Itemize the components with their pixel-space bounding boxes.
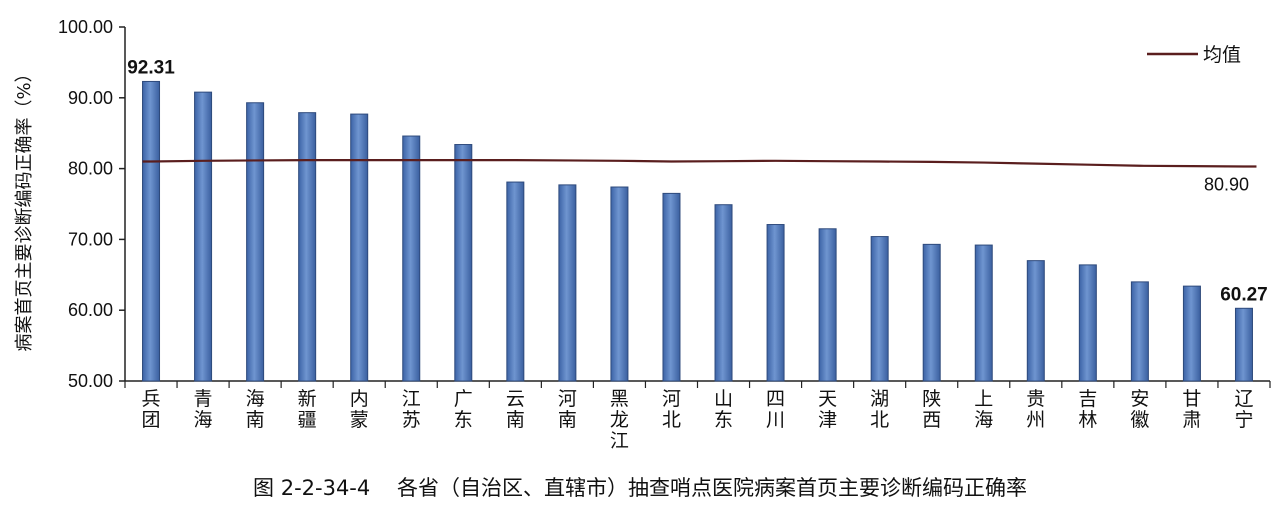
x-tick-label: 广 (454, 388, 473, 410)
x-tick-label: 四 (766, 388, 785, 410)
bar-河南 (558, 184, 577, 382)
x-tick-label: 河 (662, 388, 681, 410)
x-tick-label: 内 (350, 388, 369, 410)
y-tick-label: 90.00 (68, 88, 113, 108)
x-tick-label: 山 (714, 388, 733, 410)
y-tick-label: 70.00 (68, 229, 113, 249)
x-tick-label: 肃 (1182, 409, 1201, 431)
x-tick-label: 团 (142, 409, 161, 431)
bar-四川 (766, 224, 785, 382)
x-tick-label: 安 (1130, 388, 1149, 410)
bar-天津 (818, 228, 837, 382)
x-tick-label: 新 (298, 388, 317, 410)
mean-line-label: 80.90 (1204, 174, 1249, 194)
x-tick-label: 北 (870, 409, 889, 431)
mean-line (142, 159, 1257, 168)
bar-河北 (662, 192, 681, 382)
data-labels: 92.31 60.27 (127, 57, 1268, 305)
x-tick-label: 南 (506, 409, 525, 431)
bar-云南 (506, 181, 525, 382)
bar-吉林 (1078, 264, 1097, 382)
data-label: 92.31 (127, 57, 175, 78)
x-tick-label: 兵 (142, 388, 161, 410)
figure-number: 图 2-2-34-4 (253, 476, 371, 500)
x-tick-label: 苏 (402, 409, 421, 431)
x-tick-label: 海 (194, 409, 213, 431)
figure-caption: 图 2-2-34-4 各省（自治区、直辖市）抽查哨点医院病案首页主要诊断编码正确… (0, 472, 1280, 502)
x-tick-label: 南 (558, 409, 577, 431)
x-tick-label: 川 (766, 409, 785, 431)
bar-湖北 (870, 236, 889, 382)
x-tick-label: 海 (974, 409, 993, 431)
legend: 均值 (1147, 44, 1241, 66)
bar-上海 (974, 244, 993, 382)
bar-山东 (714, 204, 733, 382)
x-tick-label: 湖 (870, 388, 889, 410)
x-tick-label: 青 (194, 388, 213, 410)
data-label: 60.27 (1220, 284, 1268, 305)
x-tick-label: 河 (558, 388, 577, 410)
bar-广东 (454, 144, 473, 382)
x-tick-label: 州 (1026, 409, 1045, 431)
figure-title: 各省（自治区、直辖市）抽查哨点医院病案首页主要诊断编码正确率 (396, 476, 1027, 500)
y-tick-label: 100.00 (58, 17, 113, 37)
x-tick-label: 云 (506, 388, 525, 410)
bar-新疆 (298, 112, 317, 382)
bar-海南 (246, 102, 265, 382)
x-tick-label: 贵 (1026, 388, 1045, 410)
x-tick-label: 海 (246, 388, 265, 410)
bar-贵州 (1026, 260, 1045, 382)
x-tick-label: 辽 (1234, 388, 1253, 410)
x-axis: 兵团青海海南新疆内蒙江苏广东云南河南黑龙江河北山东四川天津湖北陕西上海贵州吉林安… (124, 380, 1271, 452)
y-axis-label: 病案首页主要诊断编码正确率（%） (14, 64, 35, 351)
y-tick-label: 50.00 (68, 371, 113, 391)
bar-兵团 (142, 80, 161, 382)
x-tick-label: 东 (454, 409, 473, 431)
x-tick-label: 南 (246, 409, 265, 431)
x-tick-label: 林 (1078, 409, 1097, 431)
y-axis: 50.00 60.00 70.00 80.00 90.00 100.00 (58, 17, 126, 391)
x-tick-label: 东 (714, 409, 733, 431)
x-tick-label: 黑 (610, 388, 629, 410)
x-tick-label: 江 (402, 388, 421, 410)
bar-安徽 (1130, 281, 1149, 382)
bar-青海 (194, 91, 213, 382)
x-tick-label: 甘 (1182, 388, 1201, 410)
x-tick-label: 西 (922, 409, 941, 431)
legend-label-mean: 均值 (1203, 44, 1241, 66)
x-tick-label: 吉 (1078, 388, 1097, 410)
bar-series (142, 80, 1253, 382)
x-tick-label: 天 (818, 388, 837, 410)
y-tick-label: 80.00 (68, 159, 113, 179)
x-tick-label: 宁 (1234, 409, 1253, 431)
x-tick-label: 徽 (1130, 409, 1149, 431)
x-tick-label: 疆 (298, 409, 317, 431)
x-tick-label: 津 (818, 409, 837, 431)
y-tick-label: 60.00 (68, 300, 113, 320)
x-tick-label: 蒙 (350, 409, 369, 431)
bar-内蒙 (350, 113, 369, 382)
x-tick-label: 龙 (610, 409, 629, 431)
x-tick-label: 陕 (922, 388, 941, 410)
bar-江苏 (402, 135, 421, 382)
x-tick-label: 江 (610, 430, 629, 452)
x-tick-label: 北 (662, 409, 681, 431)
bar-辽宁 (1234, 307, 1253, 382)
bar-甘肃 (1182, 285, 1201, 382)
x-tick-label: 上 (974, 388, 993, 410)
bar-陕西 (922, 243, 941, 382)
bar-黑龙江 (610, 186, 629, 382)
mean-line-group: 80.90 (142, 159, 1257, 194)
